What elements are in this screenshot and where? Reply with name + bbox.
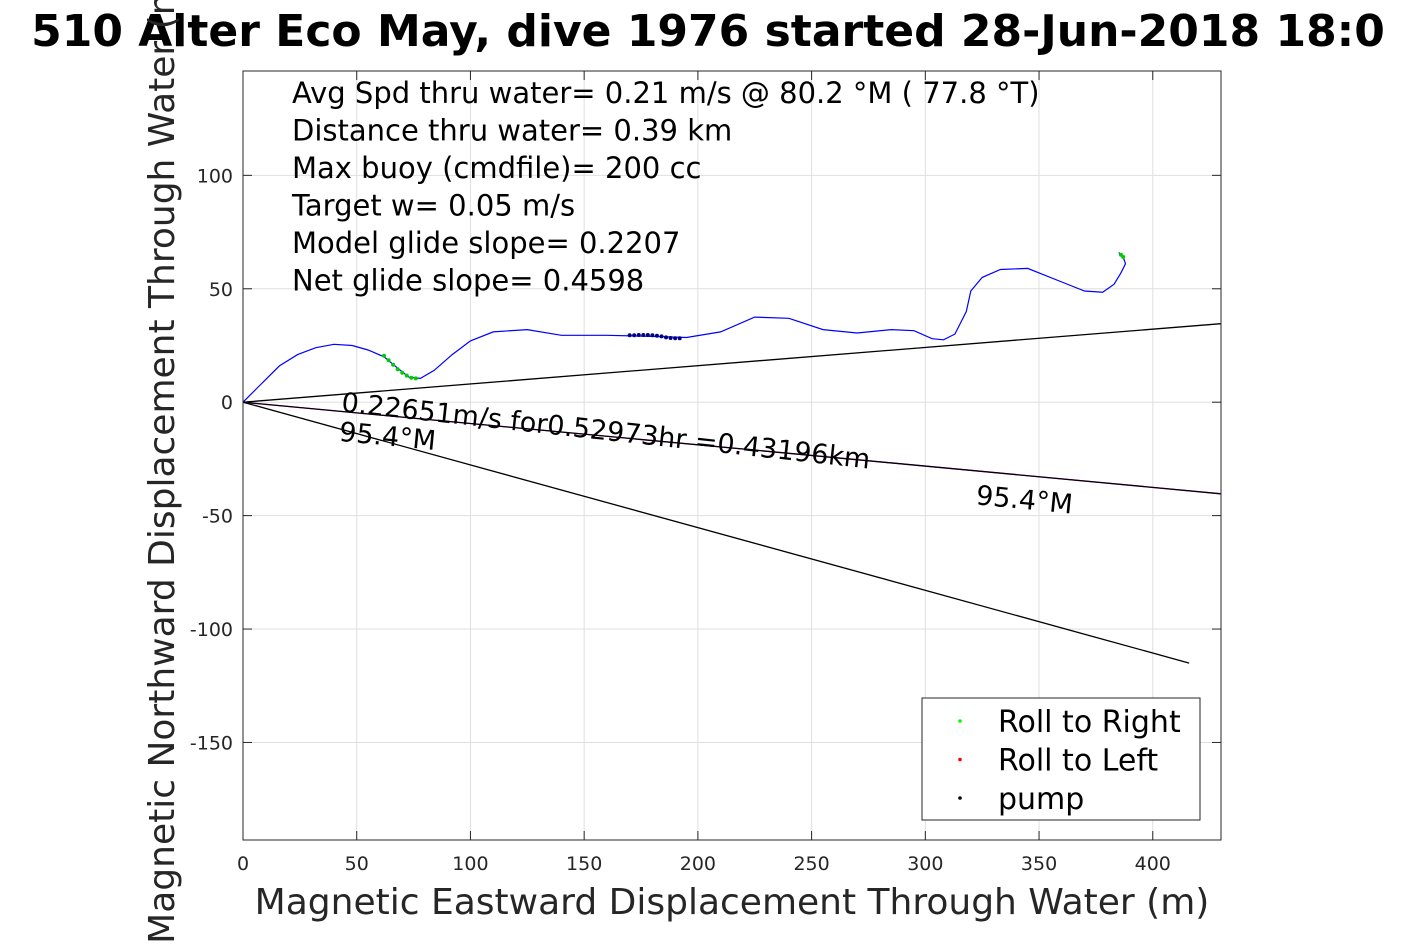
reference-line: [242, 401, 1222, 495]
info-line: Distance thru water= 0.39 km: [292, 114, 732, 148]
reference-line: [242, 401, 1190, 664]
info-line: Target w= 0.05 m/s: [291, 189, 575, 223]
marker-point: [650, 333, 655, 338]
marker-point: [632, 333, 637, 338]
y-tick-label: -100: [190, 619, 233, 641]
marker-point: [673, 336, 678, 341]
y-tick-label: -50: [202, 506, 233, 528]
x-tick-label: 250: [793, 853, 829, 875]
x-tick-label: 150: [566, 853, 602, 875]
info-line: Model glide slope= 0.2207: [292, 226, 680, 260]
y-axis-label: Magnetic Northward Displacement Through …: [142, 0, 183, 944]
y-ticks: -150 -100 -50 0 50 100: [190, 165, 1221, 754]
info-line: Net glide slope= 0.4598: [292, 264, 644, 298]
x-tick-label: 300: [907, 853, 943, 875]
chart-title: 510 Alter Eco May, dive 1976 started 28-…: [31, 6, 1385, 57]
marker-point: [677, 336, 682, 341]
x-tick-label: 400: [1135, 853, 1171, 875]
reference-line: [242, 323, 1222, 403]
x-axis-label: Magnetic Eastward Displacement Through W…: [255, 882, 1210, 923]
marker-point: [395, 367, 400, 372]
legend-label: Roll to Left: [998, 744, 1158, 779]
marker-point: [413, 376, 418, 381]
marker-point: [645, 333, 650, 338]
marker-point: [641, 333, 646, 338]
info-text-block: Avg Spd thru water= 0.21 m/s @ 80.2 °M (…: [291, 76, 1040, 298]
marker-point: [664, 335, 669, 340]
y-tick-label: 100: [197, 165, 233, 187]
x-tick-label: 0: [237, 853, 249, 875]
marker-point: [1121, 255, 1126, 260]
info-line: Avg Spd thru water= 0.21 m/s @ 80.2 °M (…: [292, 76, 1040, 110]
legend-marker: [958, 796, 962, 800]
marker-point: [386, 358, 391, 363]
series-markers: [382, 252, 1126, 381]
info-line: Max buoy (cmdfile)= 200 cc: [292, 151, 701, 185]
legend-label: Roll to Right: [998, 705, 1181, 740]
legend-marker: [958, 757, 962, 762]
legend-box: [921, 697, 1201, 821]
x-tick-label: 50: [345, 853, 369, 875]
marker-point: [391, 362, 396, 367]
plot-frame: [242, 70, 1222, 841]
marker-point: [400, 370, 405, 375]
marker-point: [654, 333, 659, 338]
track-line: [242, 252, 1127, 403]
series-lines: [242, 252, 1222, 664]
marker-point: [404, 373, 409, 378]
marker-point: [636, 333, 641, 338]
x-ticks: 0 50 100 150 200 250 300 350 400: [237, 71, 1171, 875]
legend-marker: [958, 719, 962, 723]
marker-point: [409, 375, 414, 380]
y-tick-label: 0: [221, 392, 233, 414]
y-tick-label: 50: [209, 279, 233, 301]
legend-label: pump: [998, 782, 1084, 817]
y-tick-label: -150: [190, 732, 233, 754]
marker-point: [668, 335, 673, 340]
marker-point: [382, 353, 387, 358]
x-tick-label: 350: [1021, 853, 1057, 875]
x-tick-label: 200: [680, 853, 716, 875]
marker-point: [627, 333, 632, 338]
marker-point: [659, 334, 664, 339]
x-tick-label: 100: [452, 853, 488, 875]
